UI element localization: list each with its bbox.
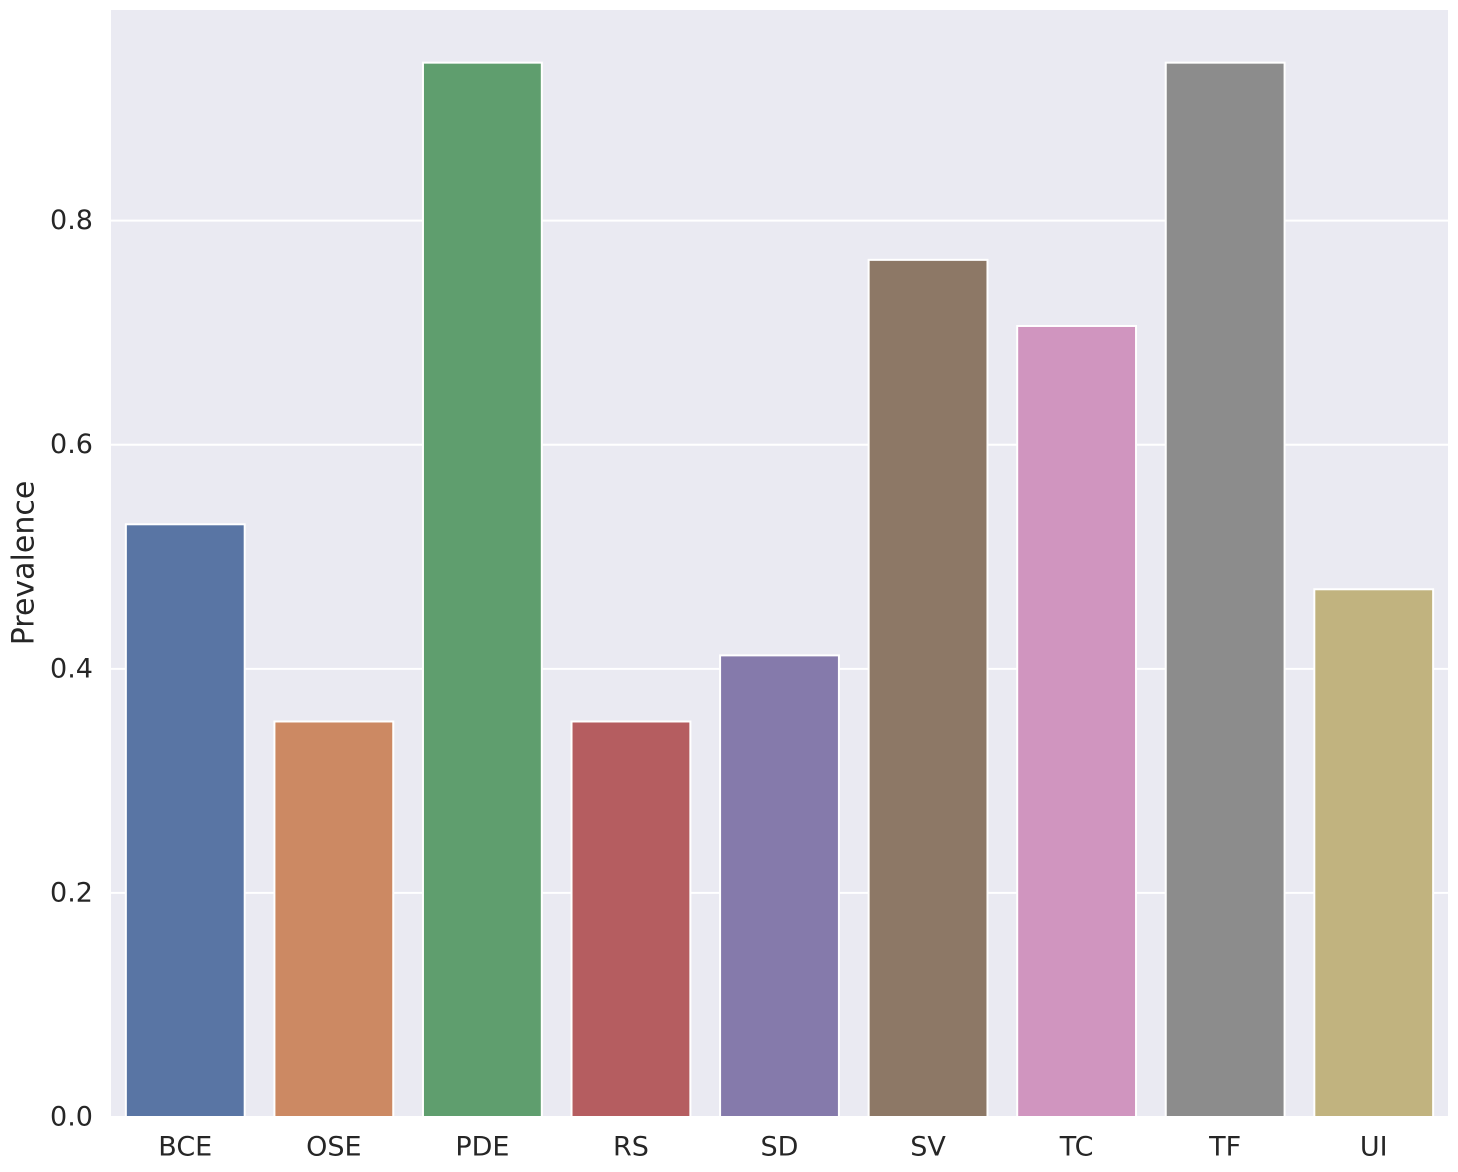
x-tick-label: TC <box>1059 1132 1094 1163</box>
y-tick-label: 0.8 <box>50 205 93 236</box>
bar-sd <box>719 654 840 1118</box>
y-tick-label: 0.4 <box>50 653 93 684</box>
x-tick-label: SD <box>761 1132 799 1163</box>
bar-tc <box>1016 324 1138 1118</box>
x-tick-label: SV <box>910 1132 946 1163</box>
x-tick-label: PDE <box>455 1132 509 1163</box>
x-tick-label: RS <box>613 1132 649 1163</box>
x-tick-label: TF <box>1208 1132 1241 1163</box>
bar-rs <box>570 720 692 1118</box>
bar-ose <box>273 720 395 1118</box>
x-tick-label: UI <box>1360 1132 1388 1163</box>
y-tick-label: 0.2 <box>50 877 93 908</box>
y-axis-label: Prevalence <box>7 481 42 646</box>
bar-sv <box>867 258 989 1118</box>
bar-ui <box>1313 588 1435 1118</box>
x-tick-label: BCE <box>158 1132 212 1163</box>
y-tick-label: 0.0 <box>50 1102 93 1133</box>
y-tick-label: 0.6 <box>50 429 93 460</box>
bars <box>124 61 1435 1119</box>
bar-pde <box>421 61 543 1119</box>
bar-tf <box>1164 61 1286 1119</box>
x-tick-label: OSE <box>306 1132 361 1163</box>
y-tick-labels: 0.0 0.2 0.4 0.6 0.8 <box>50 205 93 1132</box>
x-tick-labels: BCE OSE PDE RS SD SV TC TF UI <box>158 1132 1387 1163</box>
bar-bce <box>124 523 246 1118</box>
